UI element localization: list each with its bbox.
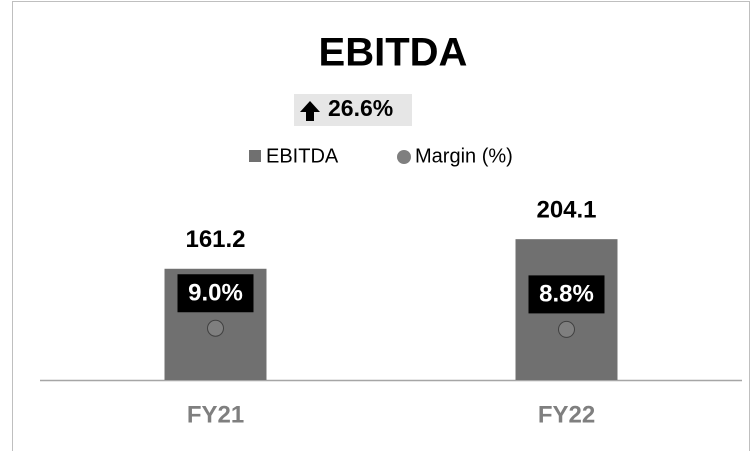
annotation: 26.6% [328, 95, 393, 121]
x-tick-label: FY21 [187, 401, 244, 428]
margin-marker [558, 320, 575, 338]
margin-label-background [528, 275, 605, 314]
chart-border [12, 1, 750, 451]
x-tick-label: FY22 [538, 401, 595, 428]
margin-label-background [177, 274, 254, 313]
chart-title: EBITDA [319, 31, 468, 75]
bar-value-label: 161.2 [185, 226, 245, 253]
legend-swatch [249, 150, 261, 162]
margin-marker [207, 319, 224, 337]
legend-swatch [397, 150, 411, 164]
margin-label: 9.0% [188, 280, 243, 307]
legend-label: Margin (%) [415, 145, 513, 167]
up-arrow-icon [300, 101, 320, 121]
margin-label: 8.8% [539, 281, 594, 308]
bar-value-label: 204.1 [536, 197, 596, 224]
legend-label: EBITDA [266, 145, 339, 167]
